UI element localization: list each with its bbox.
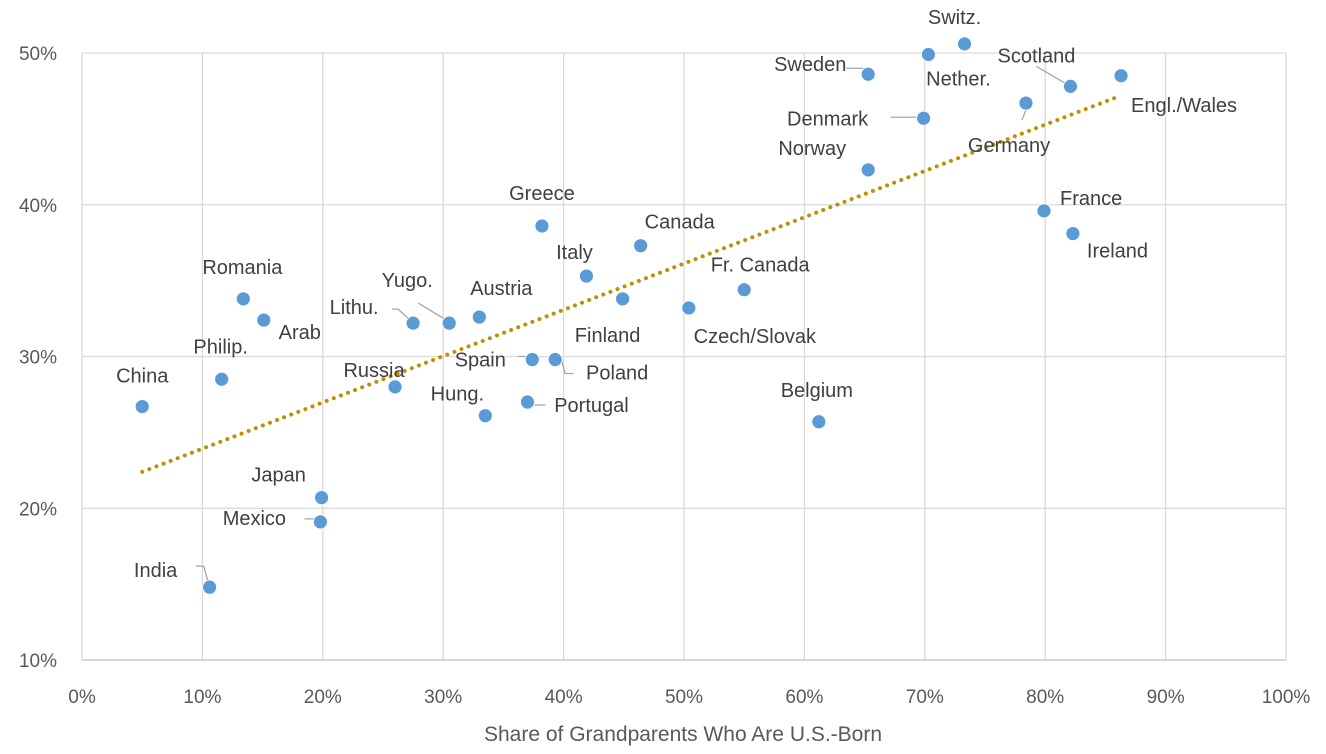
x-tick-label: 40%: [545, 687, 583, 708]
point-finland: [615, 291, 630, 307]
label-portugal: Portugal: [554, 395, 629, 417]
y-tick-label: 30%: [19, 348, 57, 369]
point-fr-canada: [736, 282, 752, 298]
label-hung: Hung.: [431, 384, 484, 406]
label-sweden: Sweden: [774, 54, 846, 76]
label-poland: Poland: [586, 363, 648, 385]
point-russia: [387, 379, 403, 395]
label-russia: Russia: [343, 360, 405, 382]
label-greece: Greece: [509, 183, 575, 205]
label-nether: Nether.: [926, 69, 990, 91]
x-tick-label: 0%: [68, 687, 96, 708]
point-china: [134, 399, 150, 414]
label-canada: Canada: [645, 212, 716, 234]
label-ireland: Ireland: [1087, 241, 1148, 263]
label-leader-lines: [195, 65, 1071, 588]
label-france: France: [1060, 188, 1122, 210]
point-france: [1036, 203, 1052, 219]
trendline: [140, 93, 1124, 474]
label-finland: Finland: [575, 325, 641, 347]
point-czech-slovak: [681, 300, 697, 316]
point-greece: [534, 218, 550, 234]
label-spain: Spain: [455, 350, 506, 372]
label-belgium: Belgium: [781, 380, 853, 402]
point-nether: [921, 47, 936, 62]
point-italy: [579, 268, 594, 284]
label-italy: Italy: [556, 242, 593, 264]
label-norway: Norway: [778, 138, 846, 160]
y-tick-label: 50%: [19, 44, 57, 65]
label-india: India: [134, 560, 178, 582]
x-tick-label: 90%: [1147, 687, 1185, 708]
x-tick-label: 30%: [424, 687, 462, 708]
point-belgium: [811, 414, 827, 430]
label-japan: Japan: [251, 465, 306, 487]
point-germany: [1018, 95, 1034, 111]
point-yugo: [441, 315, 457, 331]
x-tick-label: 60%: [785, 687, 823, 708]
label-romania: Romania: [202, 257, 283, 279]
y-tick-labels: 10% 20% 30% 40% 50%: [19, 44, 57, 672]
y-tick-label: 40%: [19, 196, 57, 217]
point-austria: [471, 309, 487, 325]
point-engl-wales: [1113, 68, 1129, 84]
leader-yugo: [417, 302, 447, 321]
label-switz: Switz.: [928, 7, 981, 29]
point-arab: [256, 312, 272, 328]
leader-germany: [1021, 109, 1027, 121]
point-portugal: [520, 394, 535, 410]
y-tick-label: 10%: [19, 651, 57, 672]
point-denmark: [916, 110, 931, 126]
leader-lithu: [392, 308, 411, 321]
label-mexico: Mexico: [223, 508, 286, 530]
data-points: [134, 36, 1129, 595]
x-tick-label: 80%: [1026, 687, 1064, 708]
label-arab: Arab: [279, 322, 321, 344]
point-lithu: [405, 315, 421, 331]
x-tick-label: 20%: [304, 687, 342, 708]
label-fr-canada: Fr. Canada: [711, 255, 811, 277]
x-tick-label: 10%: [183, 687, 221, 708]
point-ireland: [1065, 226, 1081, 241]
gridlines: [81, 52, 1287, 661]
x-tick-label: 70%: [906, 687, 944, 708]
label-germany: Germany: [968, 135, 1050, 157]
point-switz: [957, 36, 972, 52]
leader-poland: [560, 359, 574, 375]
label-engl-wales: Engl./Wales: [1131, 95, 1237, 117]
point-romania: [235, 291, 251, 307]
x-axis-title: Share of Grandparents Who Are U.S.-Born: [484, 723, 882, 746]
point-canada: [633, 238, 649, 254]
point-india: [202, 579, 218, 595]
label-czech-slovak: Czech/Slovak: [694, 326, 817, 348]
point-japan: [314, 490, 329, 506]
point-scotland: [1063, 78, 1078, 94]
label-philip: Philip.: [193, 336, 247, 358]
data-labels: Switz. Nether. Sweden Scotland Engl./Wales Ge…: [116, 7, 1237, 582]
x-tick-label: 50%: [665, 687, 703, 708]
point-philip: [214, 371, 230, 387]
label-scotland: Scotland: [998, 45, 1076, 67]
label-china: China: [116, 366, 169, 388]
point-poland: [547, 352, 563, 367]
x-tick-labels: 0% 10% 20% 30% 40% 50% 60% 70% 80% 90% 100%: [68, 687, 1310, 708]
label-austria: Austria: [470, 278, 533, 300]
point-mexico: [312, 514, 328, 530]
label-denmark: Denmark: [787, 108, 869, 130]
point-sweden: [860, 66, 876, 82]
label-yugo: Yugo.: [382, 270, 433, 292]
y-tick-label: 20%: [19, 499, 57, 520]
label-lithu: Lithu.: [330, 297, 379, 319]
point-spain: [524, 352, 540, 367]
point-norway: [860, 162, 876, 178]
x-tick-label: 100%: [1262, 687, 1311, 708]
point-hung: [477, 408, 493, 424]
